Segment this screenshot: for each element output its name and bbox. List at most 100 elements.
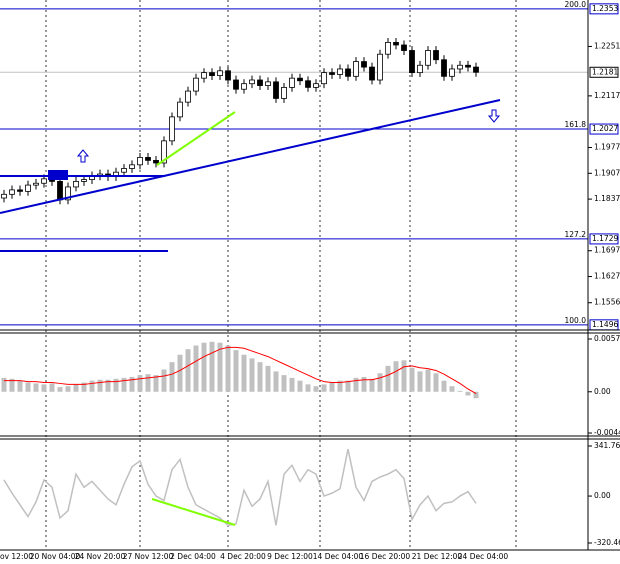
divergence-line [156, 111, 236, 166]
macd-bar [33, 383, 39, 392]
macd-bar [417, 371, 423, 392]
macd-bar [425, 369, 431, 392]
macd-bar [137, 375, 143, 392]
frames [0, 0, 620, 551]
fib-label: 200.0 [565, 0, 587, 9]
macd-bar [281, 375, 287, 392]
macd-bar [209, 341, 215, 392]
x-tick-label: 27 Nov 12:00 [123, 552, 174, 561]
candle-body [9, 189, 15, 195]
candle-body [433, 50, 439, 61]
candle-body [289, 77, 295, 88]
macd-bar [273, 371, 279, 392]
x-tick-label: ov 12:00 [0, 552, 33, 561]
candle-body [17, 189, 23, 192]
macd-bar [385, 365, 391, 392]
macd-bar [457, 390, 463, 392]
macd-bar [249, 358, 255, 392]
macd-bar [41, 384, 47, 392]
candle-body [417, 64, 423, 74]
candle-body [449, 68, 455, 77]
macd-bar [345, 380, 351, 392]
macd-bar [257, 362, 263, 392]
macd-bar [377, 373, 383, 392]
macd-bar [25, 382, 31, 392]
candle-body [137, 157, 143, 166]
candle-body [401, 44, 407, 51]
candle-body [217, 70, 223, 76]
macd-bar [129, 376, 135, 392]
macd-bar [217, 342, 223, 392]
candle-body [73, 181, 79, 188]
macd-bar [289, 377, 295, 392]
macd-bar [321, 384, 327, 392]
candle-body [177, 101, 183, 118]
macd-bar [233, 350, 239, 392]
y-tick-label: -0.00446 [594, 428, 620, 437]
candle-body [361, 61, 367, 68]
x-tick-label: 24 Dec 04:00 [458, 552, 509, 561]
macd-bar [73, 384, 79, 392]
candle-body [241, 83, 247, 90]
candle-body [385, 42, 391, 55]
marker [48, 170, 68, 180]
candle-body [153, 159, 159, 164]
x-tick-label: 21 Dec 12:00 [412, 552, 463, 561]
macd-bar [153, 375, 159, 392]
y-tick-label: 1.1977 [594, 142, 620, 151]
y-tick-label: 0.00 [594, 491, 611, 500]
candle-body [281, 86, 287, 99]
candle-body [249, 79, 255, 85]
x-tick-label: 24 Nov 20:00 [75, 552, 126, 561]
candle-body [57, 181, 63, 201]
y-tick-label: 1.1556 [594, 298, 620, 307]
macd-bar [337, 380, 343, 392]
y-tick-label: 1.2117 [594, 91, 620, 100]
macd-bar [161, 369, 167, 392]
price-label: 1.2027 [592, 124, 618, 133]
candle-body [441, 59, 447, 77]
candle-body [297, 77, 303, 82]
macd-bar [409, 367, 415, 392]
candle-body [305, 80, 311, 88]
x-tick-label: 16 Dec 20:00 [360, 552, 411, 561]
y-tick-label: -320.4623 [594, 538, 620, 547]
candle-body [473, 66, 479, 73]
candle-body [33, 182, 39, 186]
macd-bar [97, 379, 103, 392]
x-tick-label: 20 Nov 04:00 [30, 552, 81, 561]
macd-bar [65, 386, 71, 392]
candle-body [169, 116, 175, 142]
macd-bar [145, 374, 151, 392]
macd-bar [9, 378, 15, 392]
y-tick-label: 341.7693 [594, 441, 620, 450]
macd-bar [473, 391, 479, 399]
x-tick-label: 14 Dec 04:00 [313, 552, 364, 561]
y-tick-label: 0.00 [594, 387, 611, 396]
macd-bar [313, 386, 319, 392]
cci-line [3, 449, 477, 527]
macd-bar [81, 382, 87, 392]
fib-label: 100.0 [565, 316, 587, 325]
macd-bar [193, 345, 199, 392]
y-tick-label: 1.1697 [594, 246, 620, 255]
candle-body [121, 168, 127, 173]
macd-bar [49, 383, 55, 392]
candle-body [81, 179, 87, 182]
x-tick-label: 2 Dec 04:00 [170, 552, 216, 561]
macd-bar [329, 382, 335, 392]
candle-body [185, 90, 191, 103]
macd-bar [113, 378, 119, 392]
candle-body [345, 68, 351, 77]
signal-line [4, 346, 477, 395]
macd-bar [225, 345, 231, 392]
candle-body [409, 50, 415, 74]
price-box [589, 3, 619, 15]
candle-body [273, 81, 279, 99]
x-tick-label: 4 Dec 20:00 [220, 552, 266, 561]
annotations [0, 99, 501, 526]
x-tick-label: 9 Dec 12:00 [267, 552, 313, 561]
candle-body [321, 72, 327, 85]
price-box [589, 233, 619, 245]
macd-bar [401, 360, 407, 392]
